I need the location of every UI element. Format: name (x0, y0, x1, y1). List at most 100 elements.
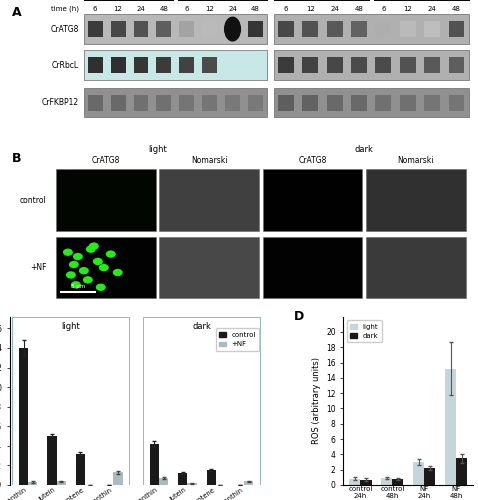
Text: 48: 48 (160, 6, 168, 12)
Text: 24: 24 (137, 6, 145, 12)
Text: 24: 24 (330, 6, 339, 12)
Text: 6: 6 (93, 6, 98, 12)
Y-axis label: ROS (arbitrary units): ROS (arbitrary units) (312, 358, 321, 444)
Text: CrATG8: CrATG8 (92, 156, 120, 164)
Bar (376, 57, 391, 74)
Bar (19, 348, 28, 485)
Bar (156, 94, 171, 110)
Text: CrATG8: CrATG8 (51, 24, 79, 34)
Ellipse shape (66, 272, 76, 278)
Text: dark: dark (192, 322, 211, 330)
Bar (179, 57, 194, 74)
Ellipse shape (113, 269, 123, 276)
Bar (263, 237, 362, 298)
Bar (448, 57, 464, 74)
Bar (248, 94, 263, 110)
Bar (351, 21, 367, 37)
Bar (178, 474, 187, 485)
Legend: light, dark: light, dark (347, 320, 382, 342)
Text: 48: 48 (355, 6, 363, 12)
Bar (110, 57, 126, 74)
Text: 24: 24 (428, 6, 436, 12)
Bar (400, 94, 416, 110)
Bar (88, 57, 103, 74)
Bar (156, 57, 171, 74)
Text: dark: dark (355, 145, 374, 154)
Text: A: A (12, 6, 22, 20)
Bar (159, 237, 259, 298)
Bar (84, 88, 267, 118)
Bar (360, 480, 371, 485)
Bar (303, 57, 318, 74)
Bar (88, 94, 103, 110)
Bar (202, 94, 217, 110)
Text: 12: 12 (403, 6, 412, 12)
Text: 24: 24 (228, 6, 237, 12)
Bar (187, 483, 196, 485)
Bar (351, 94, 367, 110)
Bar (376, 94, 391, 110)
Text: CrRbcL: CrRbcL (52, 60, 79, 70)
Bar (274, 88, 468, 118)
Ellipse shape (99, 264, 109, 272)
Bar (424, 94, 440, 110)
Bar (351, 57, 367, 74)
Bar (76, 454, 85, 485)
Bar (56, 170, 156, 230)
Text: CrATG8: CrATG8 (298, 156, 327, 164)
Bar (278, 57, 294, 74)
Bar (424, 468, 435, 485)
Bar (110, 21, 126, 37)
Legend: control, +NF: control, +NF (216, 328, 260, 351)
Bar (381, 478, 392, 485)
Bar (400, 21, 416, 37)
Bar (424, 21, 440, 37)
Text: light: light (61, 322, 80, 330)
Text: 48: 48 (452, 6, 461, 12)
Bar (303, 21, 318, 37)
Bar (179, 94, 194, 110)
Bar (133, 21, 148, 37)
Bar (424, 57, 440, 74)
Text: 8 µm: 8 µm (71, 284, 85, 290)
Bar (110, 94, 126, 110)
Bar (274, 50, 468, 80)
Ellipse shape (79, 267, 89, 274)
Text: 12: 12 (114, 6, 122, 12)
Text: 6: 6 (284, 6, 288, 12)
Text: +NF: +NF (30, 263, 47, 272)
Bar (448, 21, 464, 37)
Ellipse shape (69, 261, 79, 268)
Bar (244, 481, 253, 485)
Bar (225, 94, 240, 110)
Bar (400, 57, 416, 74)
Text: light: light (148, 145, 167, 154)
Ellipse shape (73, 253, 83, 260)
Ellipse shape (63, 248, 73, 256)
Ellipse shape (224, 16, 241, 42)
Bar (327, 21, 343, 37)
Text: CrFKBP12: CrFKBP12 (42, 98, 79, 107)
Bar (263, 170, 362, 230)
Bar (248, 21, 263, 37)
Bar (56, 481, 65, 485)
Bar (413, 462, 424, 485)
Text: 48: 48 (251, 6, 260, 12)
Bar (207, 470, 216, 485)
Text: Nomarski: Nomarski (398, 156, 434, 164)
Bar (366, 237, 466, 298)
Bar (202, 57, 217, 74)
Bar (456, 458, 467, 485)
Bar (327, 57, 343, 74)
Bar (28, 482, 37, 485)
Bar (113, 472, 122, 485)
Bar (202, 21, 217, 37)
Bar (133, 94, 148, 110)
Bar (448, 94, 464, 110)
Bar (179, 21, 194, 37)
Text: Nomarski: Nomarski (191, 156, 228, 164)
Text: 6: 6 (185, 6, 189, 12)
Text: 12: 12 (306, 6, 315, 12)
Ellipse shape (89, 242, 99, 250)
Bar (303, 94, 318, 110)
